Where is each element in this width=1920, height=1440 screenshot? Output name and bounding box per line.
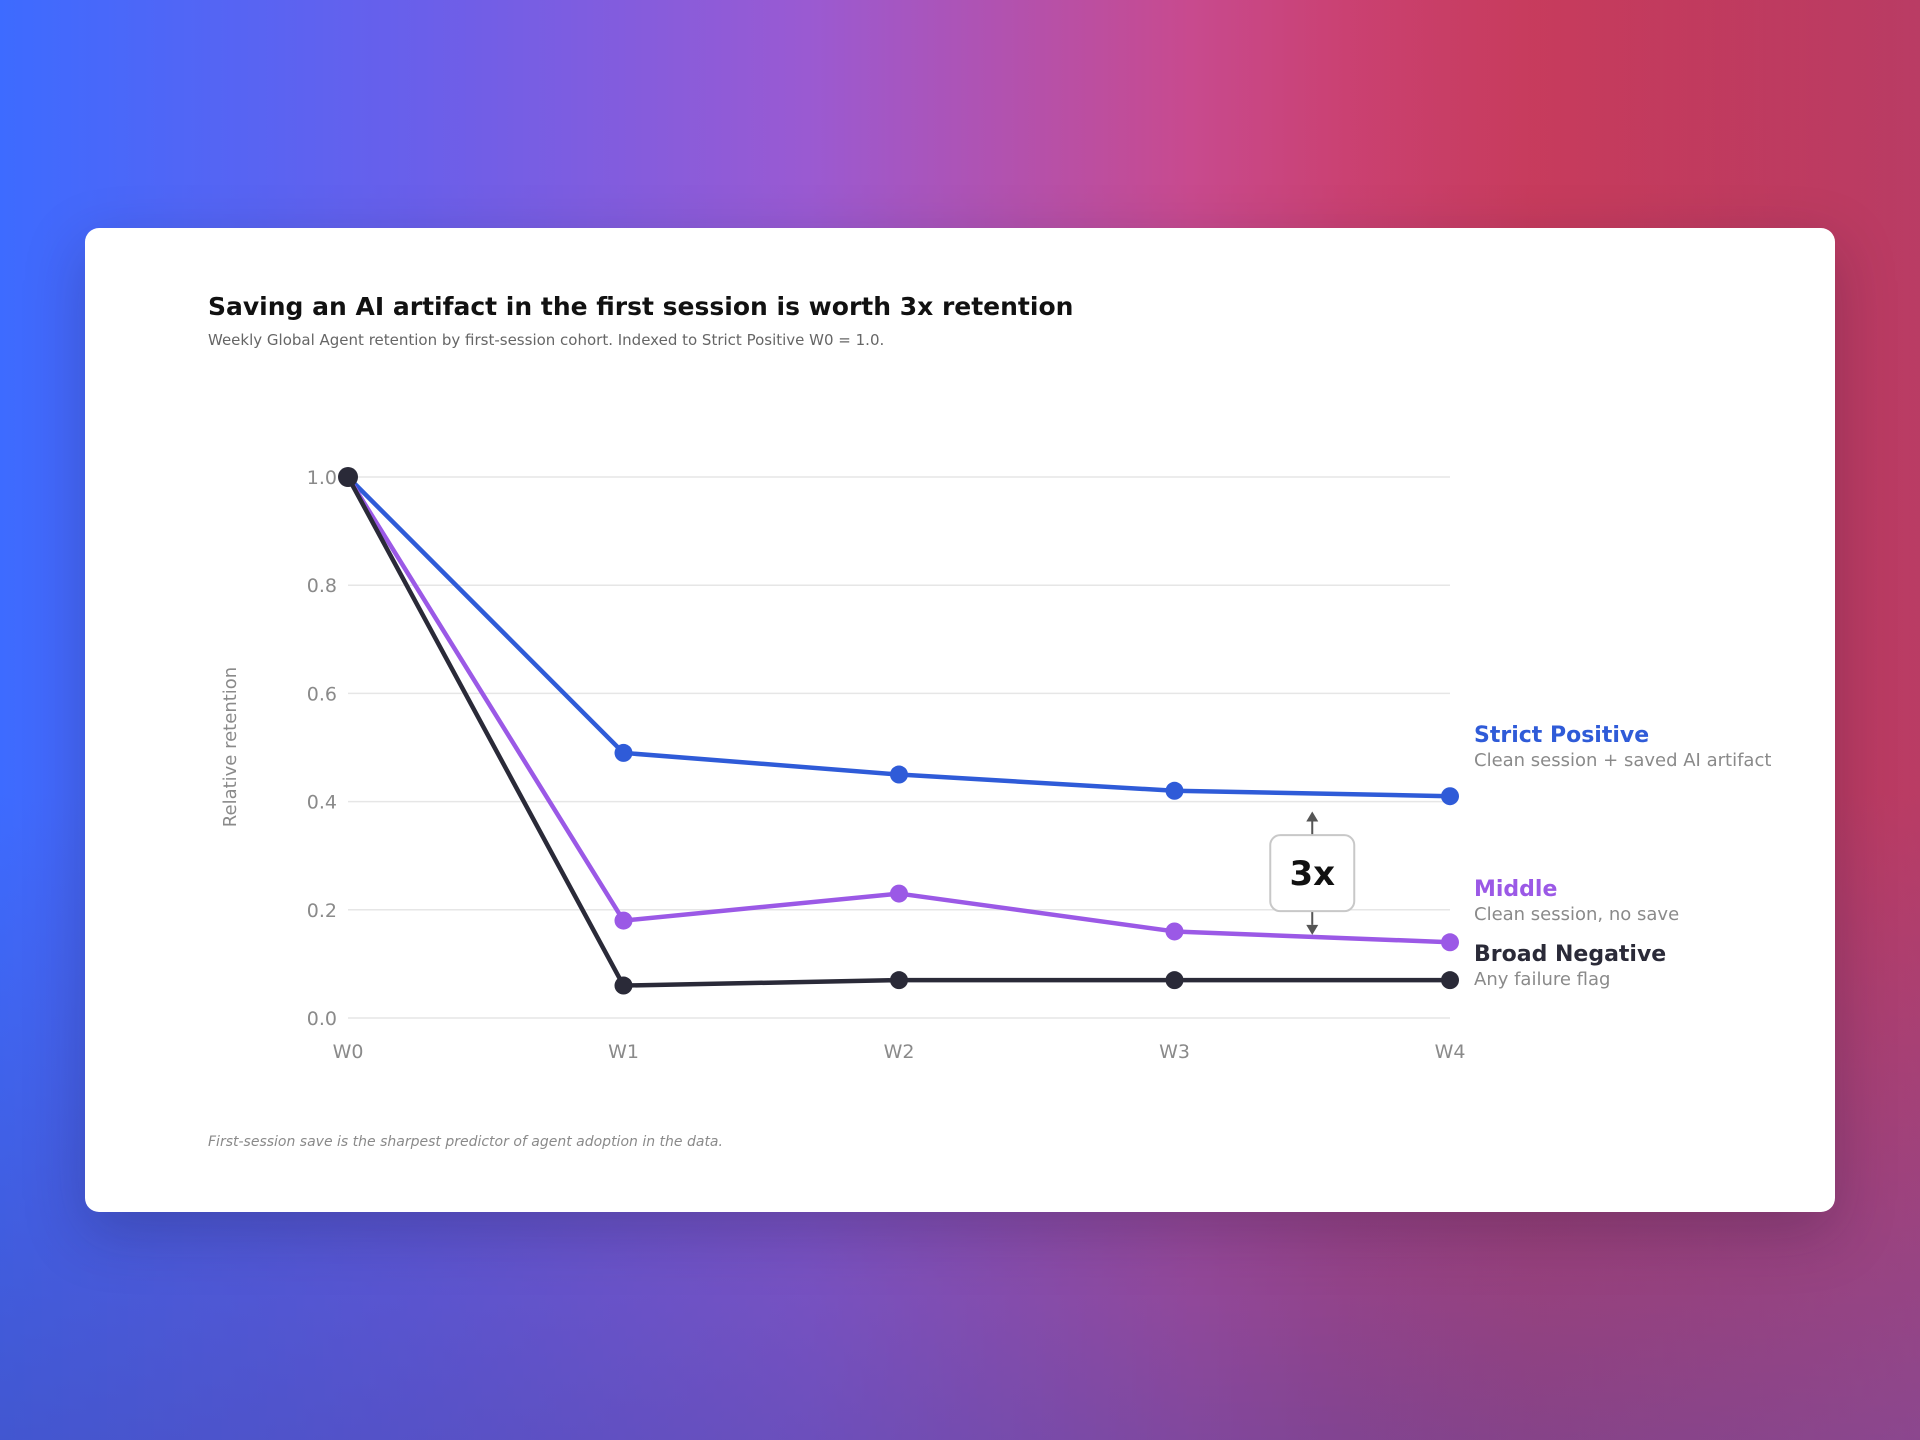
y-tick-label: 0.4 [307,792,337,814]
gridlines [348,476,1450,1019]
legend-name-broad-negative: Broad Negative [1474,942,1666,967]
y-tick-label: 0.2 [307,900,337,922]
chart-title: Saving an AI artifact in the first sessi… [208,292,1074,321]
arrow-up-icon [1306,811,1319,822]
data-point-middle [1165,922,1184,941]
annotation-box [1269,834,1356,913]
legend-name-strict-positive: Strict Positive [1474,723,1649,748]
x-tick-label: W3 [1159,1041,1190,1063]
data-point-broad-negative [890,971,908,990]
y-axis-ticks: 0.0 0.2 0.4 0.6 0.8 1.0 [307,467,337,1030]
chart-subtitle: Weekly Global Agent retention by first-s… [208,331,885,349]
data-point-broad-negative [1441,971,1459,990]
data-point-middle [614,911,633,930]
data-point-broad-negative [1165,971,1184,990]
data-point-strict-positive [1165,781,1184,800]
legend-desc-broad-negative: Any failure flag [1474,969,1610,990]
x-tick-label: W1 [608,1041,639,1063]
data-point-strict-positive [890,765,908,784]
chart-card [85,228,1835,1212]
data-point-strict-positive [1441,787,1459,806]
x-axis-ticks: W0 W1 W2 W3 W4 [333,1041,1466,1063]
x-tick-label: W2 [884,1041,915,1063]
chart-footnote: First-session save is the sharpest predi… [208,1134,723,1150]
data-point-middle [1441,933,1459,952]
data-point-strict-positive [614,743,633,762]
arrow-down-icon [1306,924,1319,935]
y-tick-label: 0.0 [307,1008,337,1030]
legend-name-middle: Middle [1474,877,1557,902]
y-tick-label: 0.8 [307,575,337,597]
data-point-broad-negative [614,976,633,995]
annotation-label: 3x [1289,854,1335,894]
series-line-strict-positive [345,474,1453,799]
y-tick-label: 1.0 [307,467,337,489]
series-lines [338,467,1459,995]
data-point-broad-negative [338,467,358,487]
x-tick-label: W4 [1435,1041,1466,1063]
y-tick-label: 0.6 [307,683,337,705]
ratio-annotation: 3x [1269,811,1356,935]
legend-desc-strict-positive: Clean session + saved AI artifact [1474,750,1771,771]
data-point-middle [890,884,908,903]
x-tick-label: W0 [333,1041,364,1063]
y-axis-title: Relative retention [220,667,241,827]
legend-desc-middle: Clean session, no save [1474,904,1679,925]
